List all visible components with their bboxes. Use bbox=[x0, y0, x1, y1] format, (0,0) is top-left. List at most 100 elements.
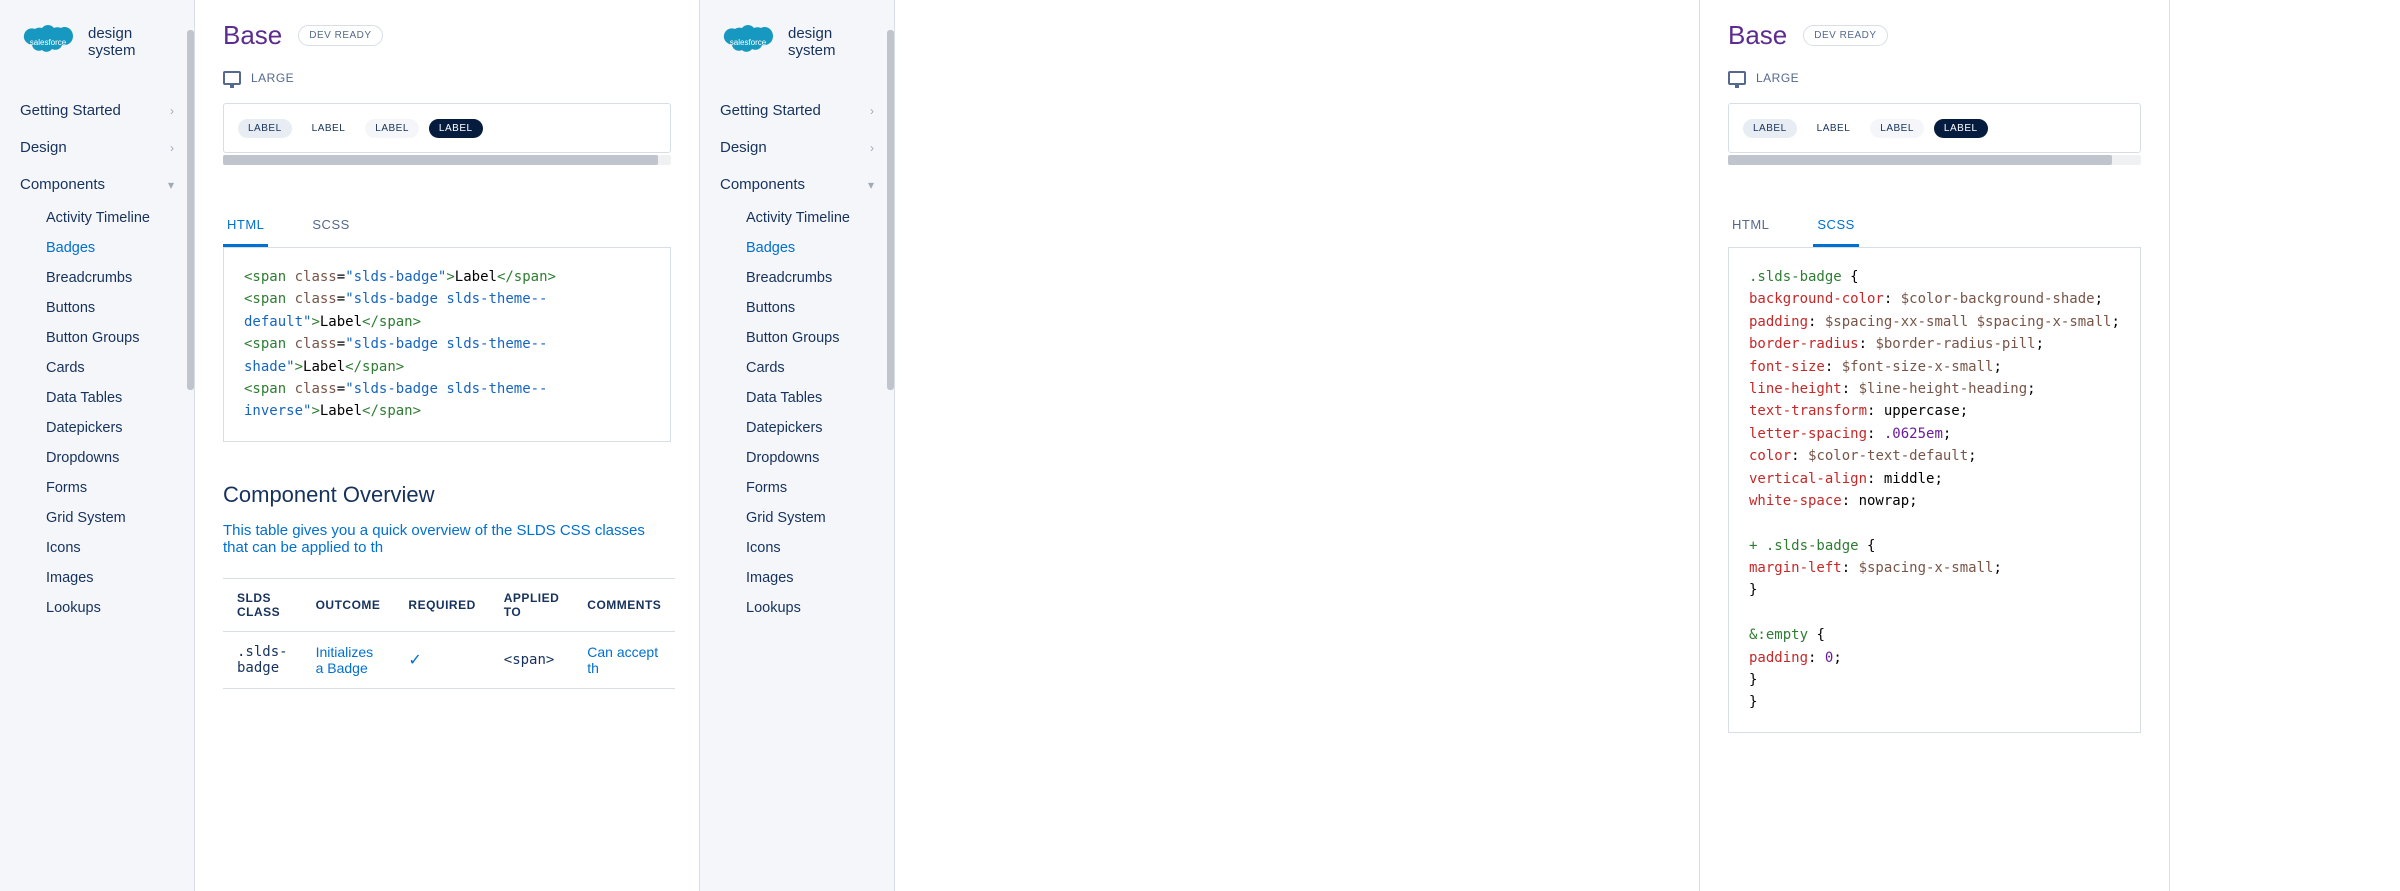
nav-item-components[interactable]: Components▾ bbox=[0, 166, 194, 203]
table-header: REQUIRED bbox=[394, 578, 489, 631]
table-header: APPLIED TO bbox=[490, 578, 574, 631]
sidebar: salesforcedesign systemGetting Started›D… bbox=[700, 0, 895, 891]
viewport-label: LARGE bbox=[251, 71, 294, 85]
overview-title: Component Overview bbox=[223, 482, 671, 508]
salesforce-logo-icon: salesforce bbox=[720, 22, 776, 62]
dev-ready-badge: DEV READY bbox=[298, 25, 382, 46]
code-line: letter-spacing: .0625em; bbox=[1749, 423, 2120, 445]
sidebar-item-icons[interactable]: Icons bbox=[0, 533, 194, 563]
cell-outcome[interactable]: Initializes a Badge bbox=[302, 631, 395, 688]
nav-item-getting-started[interactable]: Getting Started› bbox=[0, 92, 194, 129]
cell-comments: Can accept th bbox=[573, 631, 675, 688]
sidebar-item-buttons[interactable]: Buttons bbox=[700, 293, 894, 323]
code-line: } bbox=[1749, 691, 2120, 713]
code-line: background-color: $color-background-shad… bbox=[1749, 288, 2120, 310]
code-line bbox=[1749, 512, 2120, 534]
chevron-right-icon: › bbox=[170, 104, 174, 118]
desktop-icon bbox=[223, 71, 241, 85]
table-header: COMMENTS bbox=[573, 578, 675, 631]
dev-ready-badge: DEV READY bbox=[1803, 25, 1887, 46]
sidebar-item-grid-system[interactable]: Grid System bbox=[700, 503, 894, 533]
sidebar-item-forms[interactable]: Forms bbox=[700, 473, 894, 503]
nav-item-design[interactable]: Design › bbox=[700, 129, 894, 166]
code-line: } bbox=[1749, 669, 2120, 691]
viewport-selector[interactable]: LARGE bbox=[223, 71, 671, 85]
viewport-selector[interactable]: LARGE bbox=[1728, 71, 2141, 85]
sidebar-item-datepickers[interactable]: Datepickers bbox=[0, 413, 194, 443]
logo-block[interactable]: salesforce design system bbox=[700, 0, 894, 92]
nav-item-label: Components bbox=[720, 176, 805, 193]
code-line: white-space: nowrap; bbox=[1749, 490, 2120, 512]
badge-example-3: LABEL bbox=[1934, 119, 1988, 138]
sidebar-item-grid-system[interactable]: Grid System bbox=[0, 503, 194, 533]
code-tabs: HTML SCSS bbox=[223, 205, 671, 248]
page-title: Base bbox=[1728, 20, 1787, 51]
logo-block[interactable]: salesforcedesign system bbox=[0, 0, 194, 92]
code-line bbox=[1749, 602, 2120, 624]
sidebar-item-datepickers[interactable]: Datepickers bbox=[700, 413, 894, 443]
code-line: text-transform: uppercase; bbox=[1749, 400, 2120, 422]
code-line: border-radius: $border-radius-pill; bbox=[1749, 333, 2120, 355]
sidebar-item-dropdowns[interactable]: Dropdowns bbox=[700, 443, 894, 473]
badge-example-3: LABEL bbox=[429, 119, 483, 138]
overview-desc: This table gives you a quick overview of… bbox=[223, 522, 671, 556]
sidebar-item-badges[interactable]: Badges bbox=[700, 233, 894, 263]
nav-item-label: Design bbox=[20, 139, 67, 156]
sidebar-item-forms[interactable]: Forms bbox=[0, 473, 194, 503]
code-line: <span class="slds-badge slds-theme--inve… bbox=[244, 378, 650, 423]
content-area: Base DEV READY LARGE LABELLABELLABELLABEL HT… bbox=[1700, 0, 2169, 891]
badge-example-0: LABEL bbox=[238, 119, 292, 138]
overview-table: SLDS CLASSOUTCOMEREQUIREDAPPLIED TOCOMME… bbox=[223, 578, 675, 689]
scrollbar-thumb[interactable] bbox=[187, 30, 194, 390]
sidebar-item-button-groups[interactable]: Button Groups bbox=[700, 323, 894, 353]
sidebar-item-button-groups[interactable]: Button Groups bbox=[0, 323, 194, 353]
sidebar-item-data-tables[interactable]: Data Tables bbox=[0, 383, 194, 413]
code-line: <span class="slds-badge slds-theme--shad… bbox=[244, 333, 650, 378]
tab-scss[interactable]: SCSS bbox=[1813, 205, 1858, 247]
tab-scss[interactable]: SCSS bbox=[308, 205, 353, 247]
cell-applied: <span> bbox=[490, 631, 574, 688]
code-line: <span class="slds-badge slds-theme--defa… bbox=[244, 288, 650, 333]
code-tabs: HTML SCSS bbox=[1728, 205, 2141, 248]
sidebar-item-images[interactable]: Images bbox=[700, 563, 894, 593]
salesforce-logo-icon: salesforce bbox=[20, 22, 76, 62]
horizontal-scrollbar[interactable] bbox=[223, 155, 671, 165]
nav-item-design[interactable]: Design› bbox=[0, 129, 194, 166]
sidebar-item-breadcrumbs[interactable]: Breadcrumbs bbox=[0, 263, 194, 293]
badge-example-1: LABEL bbox=[302, 119, 356, 138]
desktop-icon bbox=[1728, 71, 1746, 85]
sidebar-item-buttons[interactable]: Buttons bbox=[0, 293, 194, 323]
brand-text: design system bbox=[788, 25, 874, 59]
table-header: SLDS CLASS bbox=[223, 578, 302, 631]
sidebar-item-activity-timeline[interactable]: Activity Timeline bbox=[0, 203, 194, 233]
preview-box: LABELLABELLABELLABEL bbox=[223, 103, 671, 153]
chevron-right-icon: › bbox=[870, 141, 874, 155]
sidebar-item-icons[interactable]: Icons bbox=[700, 533, 894, 563]
scrollbar-thumb[interactable] bbox=[887, 30, 894, 390]
nav-item-label: Getting Started bbox=[720, 102, 821, 119]
svg-text:salesforce: salesforce bbox=[730, 38, 767, 47]
horizontal-scrollbar[interactable] bbox=[1728, 155, 2141, 165]
scrollbar-thumb[interactable] bbox=[223, 155, 658, 165]
sidebar-item-lookups[interactable]: Lookups bbox=[700, 593, 894, 623]
preview-box: LABELLABELLABELLABEL bbox=[1728, 103, 2141, 153]
sidebar-item-images[interactable]: Images bbox=[0, 563, 194, 593]
svg-text:salesforce: salesforce bbox=[30, 38, 67, 47]
sidebar-item-activity-timeline[interactable]: Activity Timeline bbox=[700, 203, 894, 233]
cell-class: .slds-badge bbox=[223, 631, 302, 688]
sidebar-item-badges[interactable]: Badges bbox=[0, 233, 194, 263]
sidebar-item-cards[interactable]: Cards bbox=[0, 353, 194, 383]
sidebar-item-dropdowns[interactable]: Dropdowns bbox=[0, 443, 194, 473]
nav-item-getting-started[interactable]: Getting Started› bbox=[700, 92, 894, 129]
sidebar-item-lookups[interactable]: Lookups bbox=[0, 593, 194, 623]
tab-html[interactable]: HTML bbox=[223, 205, 268, 247]
tab-html[interactable]: HTML bbox=[1728, 205, 1773, 247]
scrollbar-thumb[interactable] bbox=[1728, 155, 2112, 165]
nav-item-label: Design bbox=[720, 139, 767, 156]
sidebar-item-data-tables[interactable]: Data Tables bbox=[700, 383, 894, 413]
nav-item-components[interactable]: Components▾ bbox=[700, 166, 894, 203]
sidebar-item-breadcrumbs[interactable]: Breadcrumbs bbox=[700, 263, 894, 293]
code-line: vertical-align: middle; bbox=[1749, 468, 2120, 490]
sidebar: salesforcedesign systemGetting Started›D… bbox=[0, 0, 195, 891]
sidebar-item-cards[interactable]: Cards bbox=[700, 353, 894, 383]
